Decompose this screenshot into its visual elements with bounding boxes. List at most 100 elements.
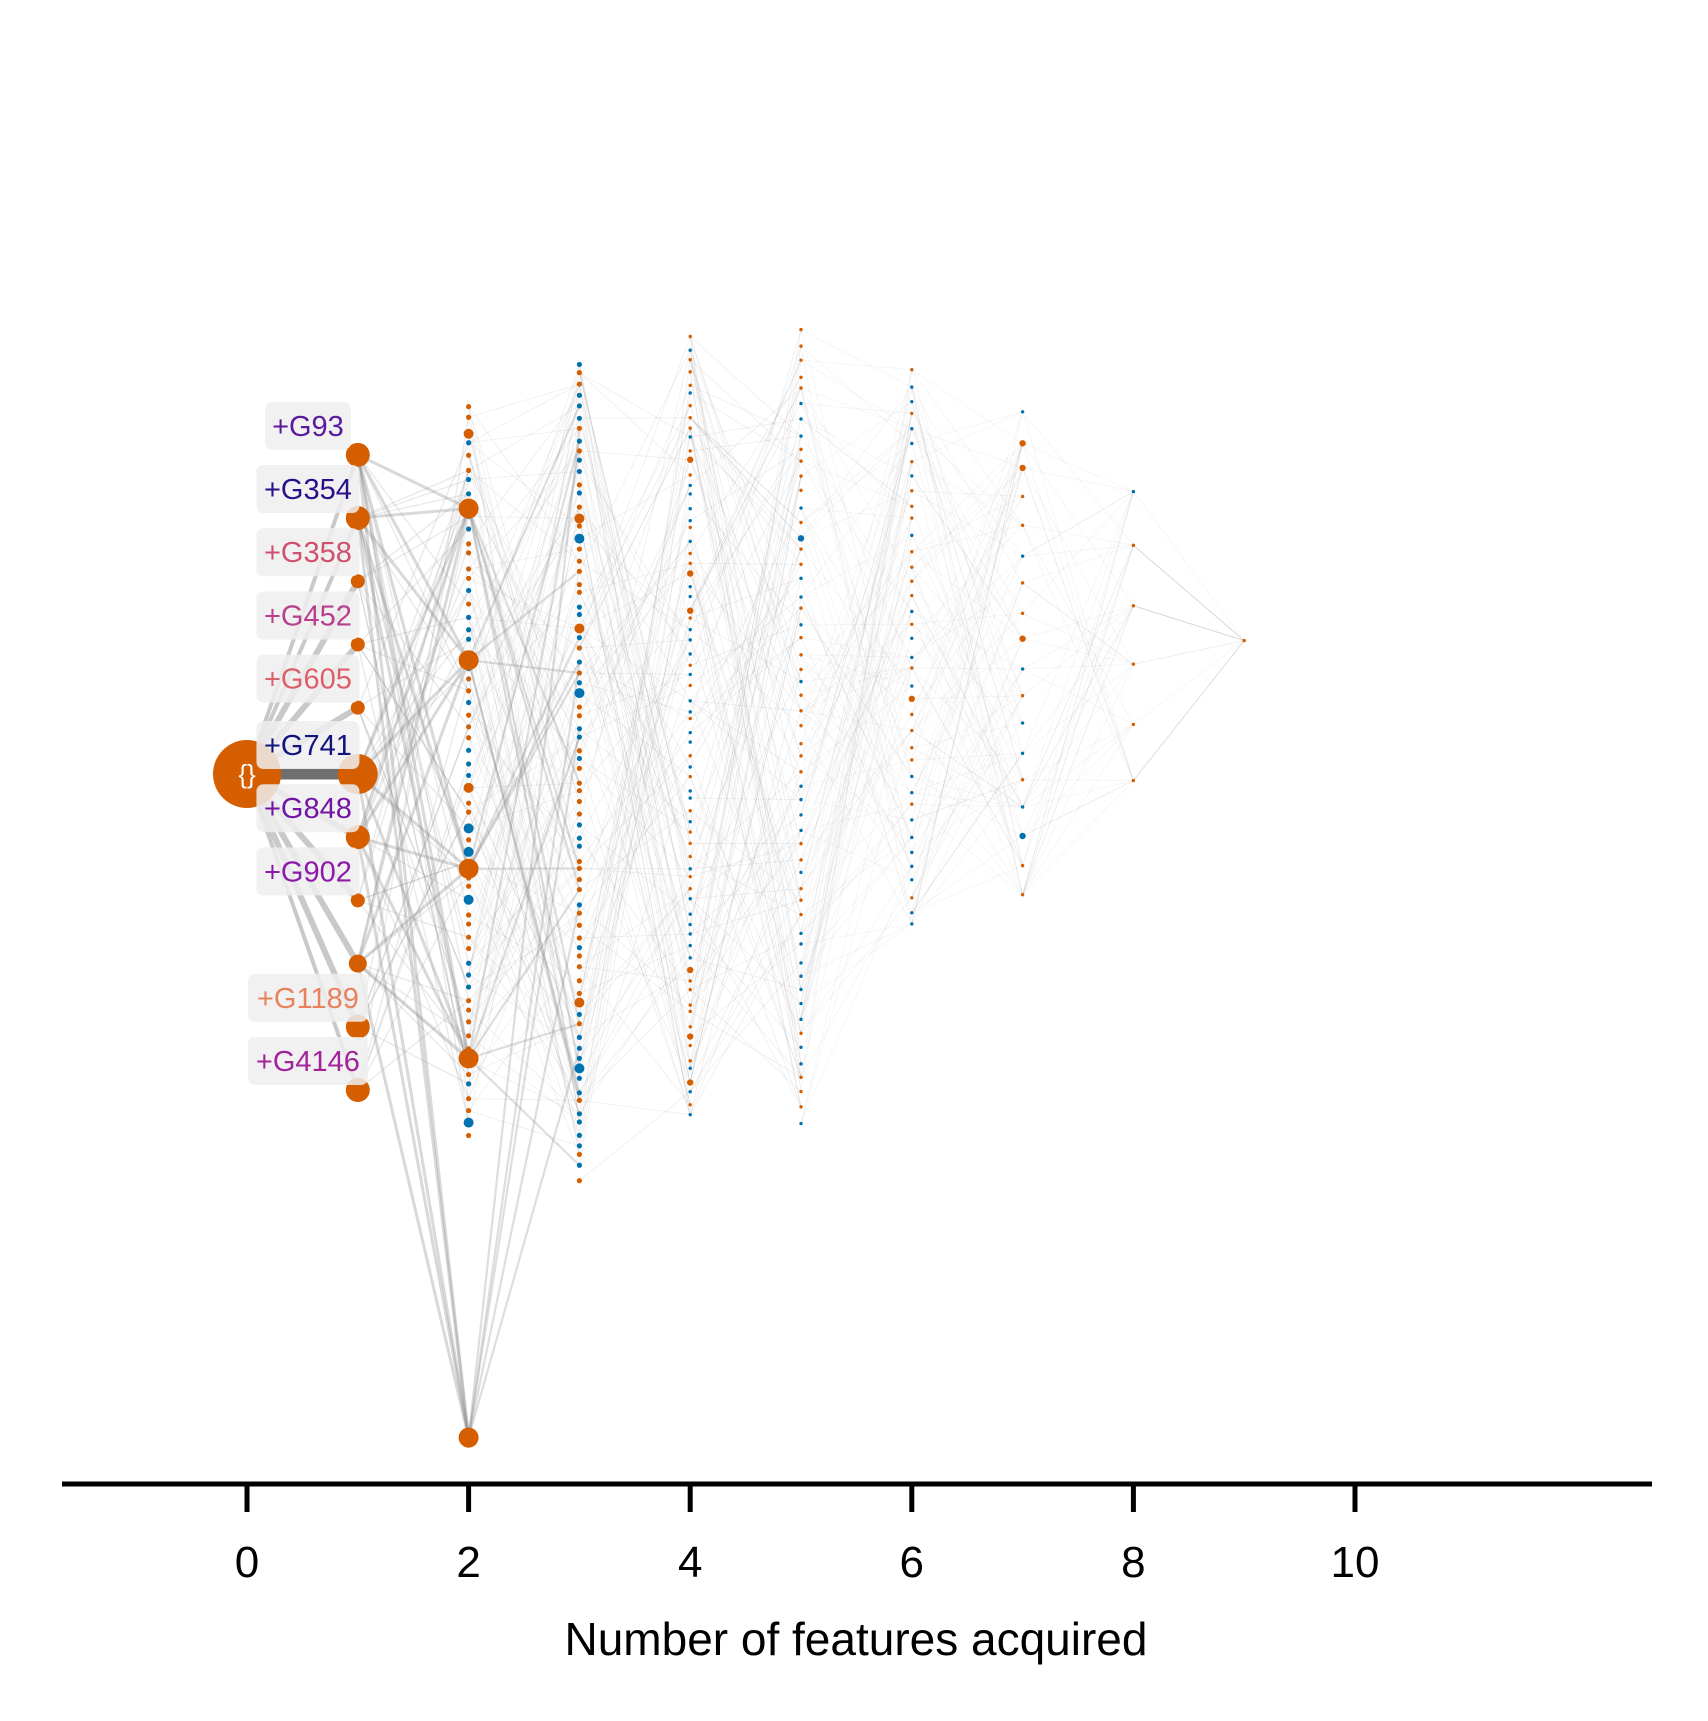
graph-edge — [357, 580, 470, 853]
graph-node — [799, 401, 803, 406]
graph-edge-major — [356, 836, 470, 1060]
graph-edge — [800, 535, 913, 1034]
graph-edge — [468, 395, 580, 545]
graph-edge — [911, 779, 1023, 925]
graph-edge — [468, 824, 580, 1099]
graph-edge — [468, 577, 580, 629]
graph-edge — [579, 385, 691, 1069]
graph-edge — [1022, 443, 1134, 606]
graph-edge — [800, 657, 913, 787]
graph-edge — [579, 945, 691, 994]
graph-edge — [800, 443, 913, 598]
graph-edge — [467, 508, 581, 890]
graph-edge — [689, 387, 802, 611]
graph-edge — [357, 616, 469, 646]
graph-edge — [689, 448, 802, 522]
graph-edge — [468, 552, 580, 1101]
graph-edge — [468, 617, 580, 1155]
graph-node — [576, 713, 583, 719]
graph-edge — [689, 830, 802, 1012]
graph-node — [799, 1062, 803, 1066]
graph-edge — [911, 535, 1023, 724]
graph-node — [576, 726, 583, 732]
graph-edge — [357, 517, 470, 692]
graph-edge — [468, 877, 580, 1155]
graph-edge — [468, 506, 580, 703]
graph-node — [576, 1151, 583, 1158]
graph-edge — [357, 638, 469, 709]
graph-edge — [689, 493, 802, 626]
graph-edge — [579, 428, 691, 1146]
graph-node — [688, 765, 692, 769]
graph-edge — [800, 387, 913, 805]
graph-edge — [1022, 779, 1134, 782]
graph-node — [688, 561, 692, 566]
graph-edge — [911, 401, 1023, 724]
graph-edge — [1022, 545, 1134, 808]
labels-layer: +G93 +G354 +G358 +G452 +G605 +G741 +G848 +G902 +… — [247, 401, 368, 1085]
graph-node — [910, 565, 914, 569]
graph-node — [466, 550, 472, 556]
graph-edge — [1022, 612, 1134, 665]
graph-edge — [467, 440, 581, 870]
graph-edge — [911, 567, 1023, 837]
graph-node — [576, 645, 583, 651]
graph-edge — [911, 555, 1023, 715]
graph-edge — [800, 607, 913, 777]
graph-edge — [579, 384, 691, 1069]
graph-edge — [468, 384, 580, 1036]
graph-edge — [357, 877, 470, 965]
graph-node — [688, 652, 692, 656]
graph-edge — [579, 553, 691, 994]
graph-edge — [689, 428, 802, 990]
graph-node — [688, 830, 692, 834]
graph-node — [799, 447, 803, 452]
graph-edge — [468, 801, 580, 949]
graph-edge — [467, 1057, 581, 1167]
graph-edge — [689, 843, 802, 982]
graph-edge — [690, 797, 802, 801]
graph-edge — [468, 590, 580, 957]
graph-node — [576, 858, 583, 865]
graph-edge — [800, 578, 913, 913]
graph-node — [799, 375, 803, 380]
graph-edge — [1022, 605, 1134, 808]
graph-node — [466, 712, 472, 718]
graph-edge — [800, 387, 913, 582]
graph-edge — [911, 411, 1023, 463]
node-label: +G93 — [272, 411, 344, 443]
graph-edge — [579, 596, 691, 939]
graph-node — [688, 943, 692, 948]
graph-edge — [579, 637, 691, 1083]
graph-node — [466, 984, 472, 990]
node-label-box — [247, 973, 368, 1022]
graph-edge — [800, 413, 913, 1034]
graph-edge — [800, 667, 913, 1020]
graph-node — [910, 758, 914, 762]
graph-edge — [357, 963, 469, 1037]
graph-edge — [1022, 491, 1134, 557]
graph-edge — [468, 433, 580, 862]
graph-edge — [579, 989, 691, 1101]
graph-edge-major — [356, 454, 471, 1438]
graph-edge — [579, 592, 691, 822]
graph-edge — [690, 899, 802, 935]
graph-node — [576, 1055, 583, 1061]
graph-node — [1020, 667, 1025, 671]
graph-node — [799, 870, 803, 875]
graph-edge — [468, 868, 580, 976]
graph-edge — [911, 695, 1023, 761]
graph-edge — [468, 851, 580, 1015]
graph-edge — [911, 667, 1023, 781]
graph-edge — [579, 520, 691, 716]
graph-edge — [800, 607, 913, 715]
graph-edge — [468, 813, 580, 988]
graph-node — [910, 791, 914, 795]
graph-edge — [1022, 467, 1134, 781]
graph-edge — [579, 617, 691, 1038]
graph-node — [576, 490, 583, 496]
graph-node — [910, 459, 914, 464]
graph-node — [576, 835, 583, 841]
graph-edge — [800, 418, 913, 507]
